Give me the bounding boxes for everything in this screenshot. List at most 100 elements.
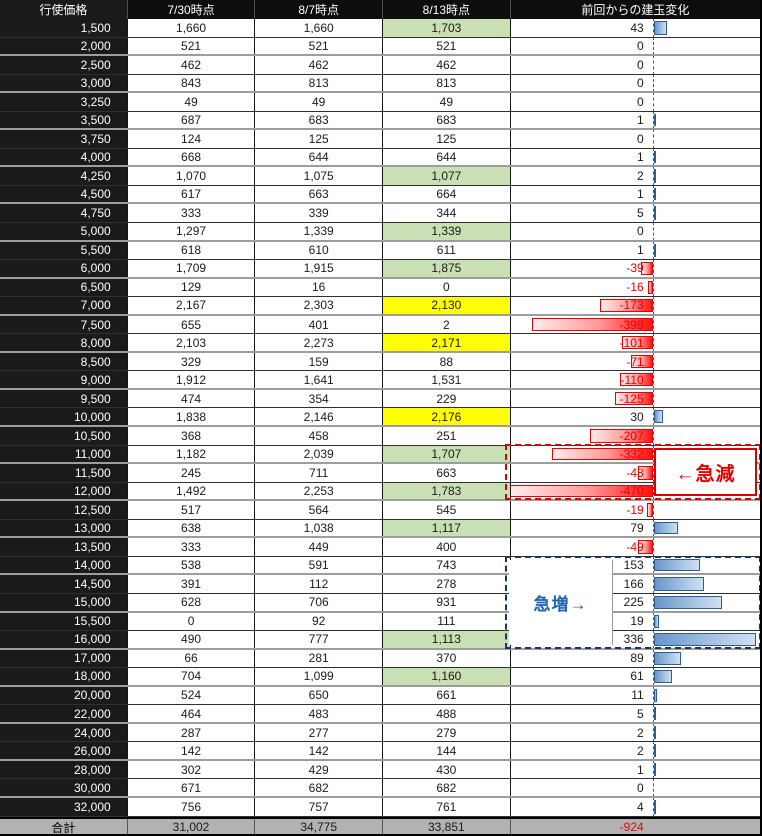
- change-cell[interactable]: 1: [511, 148, 760, 166]
- value-0813-cell[interactable]: 1,875: [383, 260, 511, 277]
- value-0730-cell[interactable]: 368: [128, 427, 256, 445]
- strike-price-cell[interactable]: 3,750: [0, 130, 128, 148]
- value-0730-cell[interactable]: 49: [128, 93, 256, 111]
- strike-price-cell[interactable]: 8,500: [0, 352, 128, 371]
- strike-price-cell[interactable]: 30,000: [0, 779, 128, 796]
- value-0807-cell[interactable]: 1,339: [255, 223, 384, 240]
- value-0730-cell[interactable]: 142: [128, 742, 256, 759]
- strike-price-cell[interactable]: 3,250: [0, 93, 128, 111]
- strike-price-cell[interactable]: 7,500: [0, 315, 128, 334]
- value-0730-cell[interactable]: 628: [128, 593, 256, 611]
- value-0730-cell[interactable]: 2,103: [128, 334, 256, 351]
- change-cell[interactable]: -470: [510, 482, 760, 500]
- value-0813-cell[interactable]: 1,783: [383, 482, 511, 500]
- header-0813[interactable]: 8/13時点: [383, 0, 511, 19]
- strike-price-cell[interactable]: 4,250: [0, 167, 128, 185]
- value-0730-cell[interactable]: 474: [128, 389, 256, 408]
- value-0807-cell[interactable]: 610: [255, 241, 384, 260]
- value-0813-cell[interactable]: 2,171: [383, 334, 511, 351]
- strike-price-cell[interactable]: 15,500: [0, 612, 128, 631]
- value-0813-cell[interactable]: 661: [383, 686, 511, 705]
- value-0730-cell[interactable]: 687: [128, 111, 256, 129]
- total-change-cell[interactable]: -924: [511, 819, 760, 834]
- value-0807-cell[interactable]: 521: [255, 37, 384, 55]
- value-0813-cell[interactable]: 521: [383, 37, 511, 55]
- value-0730-cell[interactable]: 66: [128, 649, 256, 668]
- strike-price-cell[interactable]: 6,500: [0, 278, 128, 297]
- change-cell[interactable]: 0: [511, 56, 760, 74]
- value-0813-cell[interactable]: 400: [383, 538, 511, 556]
- change-cell[interactable]: 2: [511, 742, 760, 759]
- value-0730-cell[interactable]: 1,912: [128, 371, 256, 388]
- value-0807-cell[interactable]: 644: [255, 148, 384, 166]
- value-0730-cell[interactable]: 129: [128, 278, 256, 297]
- value-0813-cell[interactable]: 2,130: [383, 297, 511, 314]
- change-cell[interactable]: 2: [511, 167, 760, 185]
- value-0813-cell[interactable]: 88: [383, 352, 511, 371]
- change-cell[interactable]: -207: [511, 427, 760, 445]
- value-0807-cell[interactable]: 650: [255, 686, 384, 705]
- change-cell[interactable]: -101: [511, 334, 760, 351]
- value-0730-cell[interactable]: 638: [128, 519, 256, 537]
- value-0730-cell[interactable]: 655: [128, 315, 256, 334]
- value-0813-cell[interactable]: 743: [383, 556, 511, 574]
- value-0807-cell[interactable]: 1,641: [255, 371, 384, 388]
- change-cell[interactable]: 336: [511, 631, 760, 648]
- value-0807-cell[interactable]: 125: [255, 130, 384, 148]
- value-0807-cell[interactable]: 1,075: [255, 167, 384, 185]
- value-0730-cell[interactable]: 464: [128, 705, 256, 722]
- change-cell[interactable]: -48: [511, 464, 760, 482]
- value-0730-cell[interactable]: 517: [128, 501, 256, 519]
- change-cell[interactable]: -399: [511, 315, 760, 334]
- strike-price-cell[interactable]: 18,000: [0, 668, 128, 685]
- change-cell[interactable]: 225: [511, 593, 760, 611]
- value-0730-cell[interactable]: 1,182: [128, 445, 256, 463]
- change-cell[interactable]: 11: [511, 686, 760, 705]
- strike-price-cell[interactable]: 16,000: [0, 631, 128, 648]
- value-0813-cell[interactable]: 2,176: [383, 408, 511, 426]
- value-0730-cell[interactable]: 1,838: [128, 408, 256, 426]
- strike-price-cell[interactable]: 2,000: [0, 37, 128, 55]
- value-0813-cell[interactable]: 278: [383, 575, 511, 593]
- strike-price-cell[interactable]: 3,000: [0, 74, 128, 92]
- value-0813-cell[interactable]: 813: [383, 74, 511, 92]
- change-cell[interactable]: 0: [511, 779, 760, 796]
- value-0807-cell[interactable]: 2,303: [255, 297, 384, 314]
- change-cell[interactable]: 1: [511, 185, 760, 203]
- strike-price-cell[interactable]: 17,000: [0, 649, 128, 668]
- change-cell[interactable]: -19: [511, 501, 760, 519]
- change-cell[interactable]: 79: [511, 519, 760, 537]
- value-0730-cell[interactable]: 287: [128, 723, 256, 742]
- value-0807-cell[interactable]: 429: [255, 760, 384, 779]
- strike-price-cell[interactable]: 26,000: [0, 742, 128, 759]
- value-0807-cell[interactable]: 458: [255, 427, 384, 445]
- value-0813-cell[interactable]: 279: [383, 723, 511, 742]
- value-0730-cell[interactable]: 333: [128, 538, 256, 556]
- strike-price-cell[interactable]: 28,000: [0, 760, 128, 779]
- value-0730-cell[interactable]: 2,167: [128, 297, 256, 314]
- value-0730-cell[interactable]: 1,709: [128, 260, 256, 277]
- strike-price-cell[interactable]: 12,500: [0, 501, 128, 519]
- strike-price-cell[interactable]: 10,500: [0, 427, 128, 445]
- value-0730-cell[interactable]: 329: [128, 352, 256, 371]
- change-cell[interactable]: -110: [511, 371, 760, 388]
- value-0807-cell[interactable]: 277: [255, 723, 384, 742]
- change-cell[interactable]: -125: [511, 389, 760, 408]
- value-0813-cell[interactable]: 644: [383, 148, 511, 166]
- strike-price-cell[interactable]: 32,000: [0, 797, 128, 816]
- value-0807-cell[interactable]: 2,273: [255, 334, 384, 351]
- value-0813-cell[interactable]: 1,707: [383, 445, 511, 463]
- value-0807-cell[interactable]: 2,253: [255, 482, 384, 500]
- value-0813-cell[interactable]: 251: [383, 427, 511, 445]
- value-0807-cell[interactable]: 591: [255, 556, 384, 574]
- value-0730-cell[interactable]: 756: [128, 797, 256, 816]
- value-0807-cell[interactable]: 1,660: [255, 19, 384, 37]
- value-0813-cell[interactable]: 0: [383, 278, 511, 297]
- value-0813-cell[interactable]: 1,703: [383, 19, 511, 37]
- value-0813-cell[interactable]: 545: [383, 501, 511, 519]
- value-0813-cell[interactable]: 664: [383, 185, 511, 203]
- value-0807-cell[interactable]: 663: [255, 185, 384, 203]
- strike-price-cell[interactable]: 4,000: [0, 148, 128, 166]
- value-0730-cell[interactable]: 124: [128, 130, 256, 148]
- change-cell[interactable]: 0: [511, 223, 760, 240]
